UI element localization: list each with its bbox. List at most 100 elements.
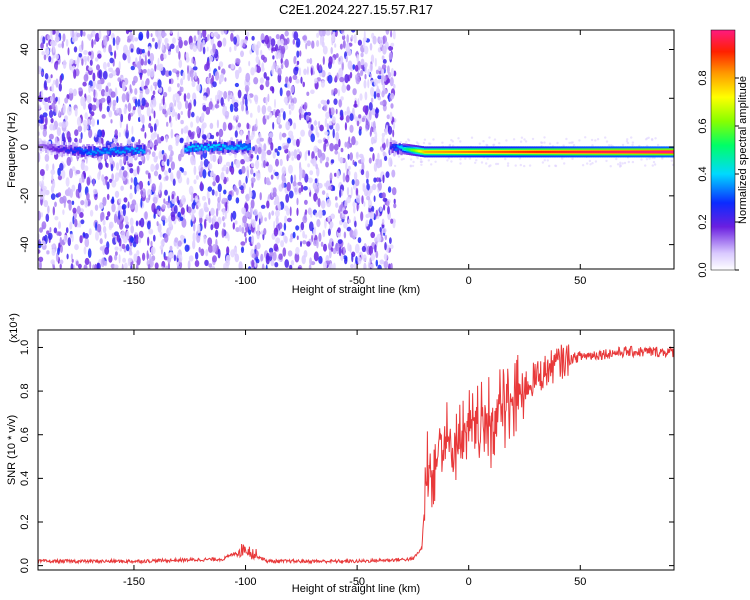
noise-speckle: [361, 195, 364, 205]
noise-speckle: [317, 209, 323, 219]
noise-speckle: [470, 136, 474, 139]
noise-speckle: [256, 172, 261, 181]
noise-speckle: [138, 236, 142, 244]
noise-speckle: [260, 204, 266, 209]
ridge-segment: [120, 146, 123, 154]
ridge-segment: [427, 150, 430, 153]
ridge-segment: [246, 148, 250, 151]
noise-speckle: [195, 115, 200, 124]
noise-speckle: [293, 66, 299, 76]
noise-speckle: [191, 191, 194, 202]
noise-speckle: [242, 96, 245, 105]
noise-speckle: [318, 232, 322, 242]
noise-speckle: [146, 250, 149, 261]
noise-speckle: [287, 81, 291, 89]
noise-speckle: [354, 243, 360, 254]
noise-speckle: [186, 92, 191, 100]
noise-speckle: [480, 161, 484, 164]
ridge-segment: [245, 145, 248, 148]
noise-speckle: [376, 92, 380, 98]
noise-speckle: [152, 90, 156, 96]
noise-speckle: [360, 169, 365, 176]
noise-speckle: [108, 221, 114, 229]
ridge-segment: [657, 150, 660, 153]
noise-speckle: [331, 116, 336, 124]
noise-speckle: [260, 49, 263, 56]
noise-speckle: [235, 197, 240, 204]
noise-speckle: [283, 222, 287, 231]
noise-speckle: [161, 215, 166, 221]
noise-speckle: [245, 72, 251, 83]
ridge-segment: [130, 148, 133, 156]
noise-speckle: [312, 182, 318, 190]
ridge-segment: [141, 143, 144, 155]
ridge-segment: [82, 150, 85, 155]
noise-speckle: [407, 138, 410, 141]
noise-speckle: [518, 157, 522, 160]
noise-speckle: [117, 204, 122, 214]
noise-speckle: [161, 204, 166, 210]
noise-speckle: [38, 65, 42, 75]
noise-speckle: [332, 185, 336, 191]
noise-speckle: [180, 86, 184, 93]
noise-speckle: [88, 51, 92, 56]
noise-speckle: [310, 89, 315, 95]
ridge-segment: [573, 150, 576, 153]
noise-speckle: [245, 175, 248, 184]
ridge-segment: [404, 148, 407, 150]
ridge-segment: [641, 150, 644, 153]
noise-speckle: [298, 67, 302, 76]
noise-speckle: [285, 193, 290, 203]
noise-speckle: [280, 240, 284, 248]
noise-speckle: [106, 30, 110, 35]
noise-speckle: [654, 137, 657, 140]
ridge-segment: [603, 150, 607, 153]
noise-speckle: [138, 161, 143, 166]
noise-speckle: [354, 220, 357, 228]
noise-speckle: [281, 166, 287, 176]
noise-speckle: [125, 224, 129, 229]
noise-speckle: [317, 139, 323, 144]
noise-speckle: [140, 127, 145, 132]
noise-speckle: [384, 242, 387, 251]
noise-speckle: [328, 56, 333, 66]
noise-speckle: [251, 162, 255, 168]
noise-speckle: [53, 227, 58, 234]
ridge-segment: [482, 150, 485, 153]
noise-speckle: [55, 104, 58, 115]
ridge-segment: [455, 150, 458, 153]
noise-speckle: [81, 176, 85, 183]
colorbar-tick-label: 0.2: [697, 214, 709, 229]
ridge-segment: [398, 146, 401, 148]
ridge-segment: [468, 150, 471, 153]
noise-speckle: [196, 126, 201, 135]
noise-speckle: [337, 89, 340, 97]
noise-speckle: [112, 99, 117, 107]
ridge-segment: [138, 151, 141, 154]
noise-speckle: [106, 105, 110, 113]
ridge-segment: [586, 150, 589, 153]
noise-speckle: [242, 215, 248, 224]
y-tick-label: 40: [19, 43, 31, 55]
ridge-segment: [214, 144, 217, 147]
noise-speckle: [147, 236, 150, 246]
noise-speckle: [208, 197, 211, 206]
noise-speckle: [363, 262, 367, 269]
noise-speckle: [334, 43, 337, 48]
noise-speckle: [131, 136, 135, 143]
ridge-segment: [591, 150, 594, 153]
noise-speckle: [363, 201, 366, 207]
noise-speckle: [52, 79, 57, 85]
noise-speckle: [45, 189, 50, 196]
ridge-segment: [602, 150, 605, 153]
noise-speckle: [390, 92, 395, 100]
ridge-segment: [445, 150, 448, 153]
noise-speckle: [55, 53, 59, 60]
noise-speckle: [459, 158, 462, 161]
ridge-segment: [418, 150, 421, 153]
noise-speckle: [238, 261, 243, 269]
ridge-segment: [120, 151, 123, 154]
noise-speckle: [38, 111, 41, 117]
noise-speckle: [366, 196, 371, 201]
noise-speckle: [127, 102, 132, 113]
